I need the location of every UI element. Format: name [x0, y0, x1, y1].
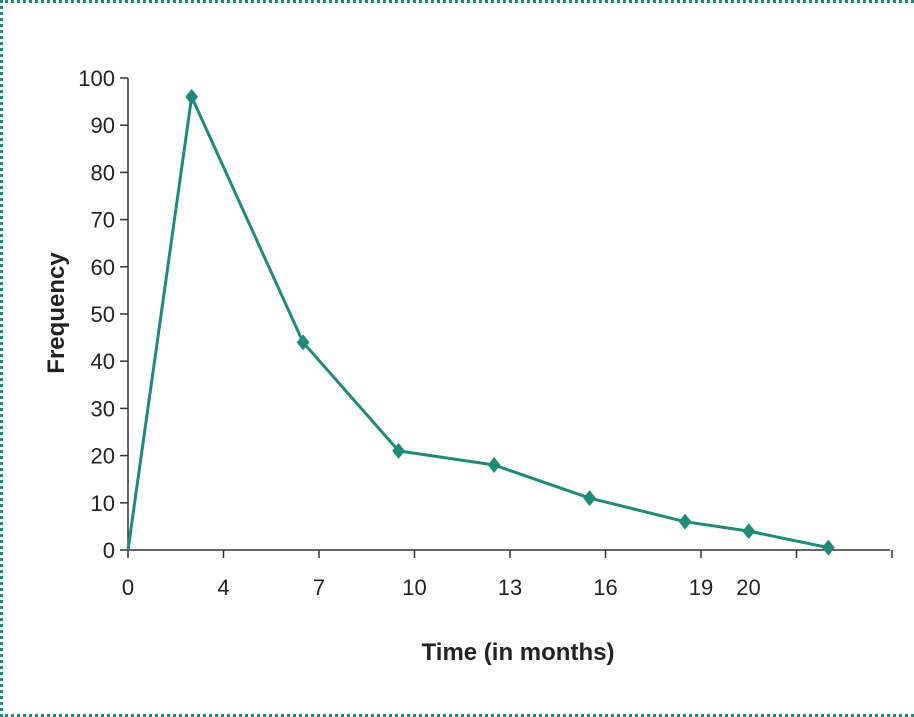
data-point-marker: [185, 88, 199, 105]
y-tick-label: 70: [91, 208, 115, 233]
x-tick-label: 4: [217, 575, 229, 600]
data-point-marker: [583, 490, 596, 507]
y-tick-label: 90: [91, 113, 115, 138]
x-tick-label: 13: [498, 575, 522, 600]
y-tick-label: 0: [103, 538, 115, 563]
y-tick-label: 30: [91, 396, 115, 421]
data-point-marker: [296, 334, 310, 351]
data-point-marker: [487, 457, 501, 474]
x-axis-ticks: 0 4 7 10 13 16 19 20: [122, 550, 893, 600]
x-tick-label: 20: [736, 575, 760, 600]
y-tick-label: 50: [91, 302, 115, 327]
series-line: [126, 95, 829, 551]
x-tick-label: 16: [593, 575, 617, 600]
y-tick-label: 100: [78, 66, 115, 91]
y-tick-label: 60: [91, 255, 115, 280]
y-axis-ticks: 0 10 20 30 40 50 60 70 80 90 100: [78, 66, 128, 563]
y-tick-label: 20: [91, 444, 115, 469]
y-axis-title: Frequency: [43, 252, 70, 374]
y-tick-label: 40: [91, 349, 115, 374]
data-point-marker: [392, 442, 405, 459]
data-point-marker: [678, 513, 692, 530]
x-tick-label: 10: [402, 575, 426, 600]
data-point-marker: [821, 539, 835, 556]
series-group: [126, 88, 835, 556]
x-tick-label: 7: [313, 575, 325, 600]
x-tick-label: 0: [122, 575, 134, 600]
y-tick-label: 80: [91, 160, 115, 185]
axes: [127, 78, 890, 551]
data-point-marker: [742, 523, 756, 540]
x-axis-title: Time (in months): [422, 639, 615, 666]
x-tick-label: 19: [689, 575, 713, 600]
y-tick-label: 10: [91, 491, 115, 516]
